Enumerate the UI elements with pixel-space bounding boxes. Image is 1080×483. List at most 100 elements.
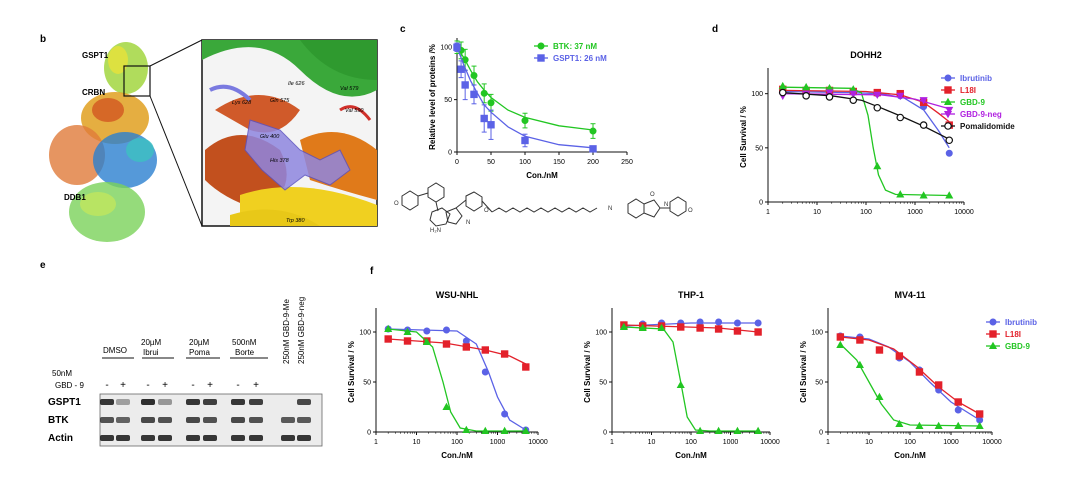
data-point bbox=[934, 381, 943, 389]
fit-curve bbox=[388, 328, 526, 432]
data-point bbox=[778, 81, 787, 90]
data-point bbox=[875, 392, 884, 401]
x-tick-label: 10 bbox=[865, 439, 873, 446]
wb-band bbox=[203, 417, 217, 423]
data-point bbox=[462, 337, 470, 345]
data-point bbox=[836, 340, 845, 349]
panel-letter-e: e bbox=[40, 260, 46, 271]
x-tick-label: 100 bbox=[860, 209, 872, 216]
data-point bbox=[453, 43, 461, 51]
data-point bbox=[849, 90, 858, 98]
data-point bbox=[915, 421, 924, 430]
wb-band bbox=[141, 417, 155, 423]
legend-label: Pomalidomide bbox=[960, 122, 1015, 131]
wb-sign: + bbox=[253, 380, 259, 391]
wb-band bbox=[186, 399, 200, 405]
wb-sign: + bbox=[162, 380, 168, 391]
wb-sign: + bbox=[120, 380, 126, 391]
data-point bbox=[954, 398, 962, 406]
x-tick-label: 10 bbox=[648, 439, 656, 446]
data-point bbox=[442, 340, 451, 348]
x-tick-label: 1 bbox=[610, 439, 614, 446]
structure-label-crbn: CRBN bbox=[82, 88, 105, 97]
data-point bbox=[754, 426, 763, 435]
wb-group-label-3a: 20µM bbox=[189, 338, 210, 347]
data-point bbox=[802, 82, 811, 91]
data-point bbox=[500, 426, 509, 435]
series-gbd-9 bbox=[778, 81, 954, 199]
y-tick-label: 50 bbox=[444, 97, 452, 104]
x-tick-label: 200 bbox=[587, 159, 599, 166]
y-axis-label: Cell Survival / % bbox=[583, 341, 592, 403]
data-point bbox=[714, 325, 723, 333]
wb-band bbox=[141, 399, 155, 405]
y-tick-label: 100 bbox=[751, 91, 763, 98]
legend: BTK: 37 nM GSPT1: 26 nM bbox=[534, 42, 607, 63]
panel-letter-b: b bbox=[40, 34, 46, 45]
wb-band bbox=[116, 417, 130, 423]
legend-label: Ibrutinib bbox=[960, 74, 992, 83]
wb-band bbox=[100, 417, 114, 423]
data-point bbox=[537, 42, 545, 50]
x-tick-label: 10000 bbox=[760, 439, 780, 446]
data-point bbox=[856, 336, 864, 344]
data-point bbox=[944, 86, 952, 94]
wb-band-label-gspt1: GSPT1 bbox=[48, 397, 81, 408]
legend-label: L18I bbox=[1005, 330, 1021, 339]
x-tick-label: 100 bbox=[519, 159, 531, 166]
data-point bbox=[589, 127, 597, 135]
legend-label: BTK: 37 nM bbox=[553, 42, 597, 51]
svg-text:O: O bbox=[688, 208, 693, 214]
residue-label-lys628: Lys 628 bbox=[232, 100, 252, 106]
data-point bbox=[975, 410, 984, 418]
data-point bbox=[521, 117, 529, 125]
series-l18i bbox=[384, 335, 530, 371]
y-tick-label: 0 bbox=[448, 150, 452, 157]
wb-group-label-4b: Borte bbox=[235, 348, 255, 357]
x-tick-label: 150 bbox=[553, 159, 565, 166]
legend: Ibrutinib L18I GBD-9 GBD-9-neg Pomalidomide bbox=[941, 74, 1015, 131]
structure-label-ddb1: DDB1 bbox=[64, 193, 86, 202]
legend-label: GBD-9-neg bbox=[960, 110, 1002, 119]
data-point bbox=[384, 335, 392, 343]
wb-band bbox=[100, 435, 114, 441]
wb-band bbox=[203, 435, 217, 441]
data-point bbox=[944, 74, 952, 82]
data-point bbox=[754, 328, 762, 336]
wb-band-label-btk: BTK bbox=[48, 415, 69, 426]
series-pomalidomide bbox=[778, 88, 954, 145]
series-gspt1-26-nm bbox=[453, 42, 597, 153]
x-tick-label: 1000 bbox=[490, 439, 506, 446]
data-point bbox=[873, 103, 882, 112]
chart-d-dohh2: 1 10 100 1000 10000 0 50 100 DOHH2 Cell Survival … bbox=[739, 50, 1015, 216]
data-point bbox=[403, 327, 412, 336]
wb-sign: - bbox=[146, 380, 149, 391]
data-point bbox=[943, 110, 953, 119]
residue-label-glu400: Glu 400 bbox=[260, 134, 280, 140]
wb-group-label-3b: Poma bbox=[189, 348, 210, 357]
wb-row-label: GBD - 9 bbox=[55, 381, 84, 390]
wb-band bbox=[231, 435, 245, 441]
wb-band bbox=[281, 435, 295, 441]
x-tick-label: 50 bbox=[487, 159, 495, 166]
data-point bbox=[915, 368, 924, 376]
data-point bbox=[919, 121, 928, 129]
svg-text:O: O bbox=[484, 208, 489, 214]
y-tick-label: 100 bbox=[595, 330, 607, 337]
y-tick-label: 100 bbox=[811, 330, 823, 337]
y-tick-label: 0 bbox=[603, 430, 607, 437]
y-tick-label: 50 bbox=[363, 380, 371, 387]
data-point bbox=[481, 426, 490, 435]
wb-sign: - bbox=[236, 380, 239, 391]
y-axis-label: Relative level of proteins /% bbox=[428, 44, 437, 150]
data-point bbox=[480, 114, 488, 123]
svg-text:H₂N: H₂N bbox=[430, 228, 441, 234]
panel-letter-c: c bbox=[400, 24, 406, 35]
x-tick-label: 10 bbox=[813, 209, 821, 216]
wb-group-label-2a: 20µM bbox=[141, 338, 162, 347]
series-ibrutinib bbox=[836, 332, 984, 424]
panel-letter-f: f bbox=[370, 266, 374, 277]
residue-label-ile626: Ile 626 bbox=[288, 81, 305, 87]
svg-text:N: N bbox=[466, 220, 470, 226]
data-point bbox=[919, 97, 928, 105]
